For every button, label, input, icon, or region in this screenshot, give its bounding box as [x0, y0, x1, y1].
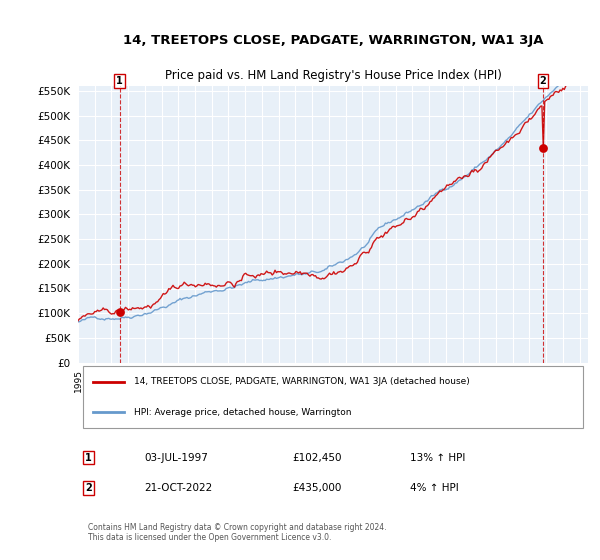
Text: Price paid vs. HM Land Registry's House Price Index (HPI): Price paid vs. HM Land Registry's House … — [164, 69, 502, 82]
Text: 1: 1 — [116, 76, 123, 86]
Text: 2: 2 — [539, 76, 546, 86]
Text: 4% ↑ HPI: 4% ↑ HPI — [409, 483, 458, 493]
Text: Contains HM Land Registry data © Crown copyright and database right 2024.
This d: Contains HM Land Registry data © Crown c… — [88, 523, 387, 543]
Point — [538, 143, 548, 152]
Text: 14, TREETOPS CLOSE, PADGATE, WARRINGTON, WA1 3JA: 14, TREETOPS CLOSE, PADGATE, WARRINGTON,… — [123, 34, 543, 47]
Text: £435,000: £435,000 — [292, 483, 341, 493]
Point — [115, 307, 125, 316]
Text: 2: 2 — [85, 483, 92, 493]
Text: 03-JUL-1997: 03-JUL-1997 — [145, 452, 208, 463]
Text: HPI: Average price, detached house, Warrington: HPI: Average price, detached house, Warr… — [134, 408, 352, 417]
Text: 13% ↑ HPI: 13% ↑ HPI — [409, 452, 465, 463]
Text: 21-OCT-2022: 21-OCT-2022 — [145, 483, 212, 493]
Text: £102,450: £102,450 — [292, 452, 342, 463]
FancyBboxPatch shape — [83, 366, 583, 428]
Text: 1: 1 — [85, 452, 92, 463]
Text: 14, TREETOPS CLOSE, PADGATE, WARRINGTON, WA1 3JA (detached house): 14, TREETOPS CLOSE, PADGATE, WARRINGTON,… — [134, 377, 470, 386]
